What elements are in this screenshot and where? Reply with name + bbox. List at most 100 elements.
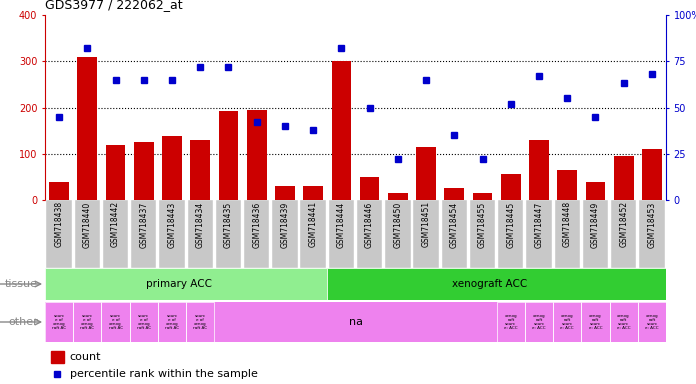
Text: GSM718448: GSM718448 [562, 201, 571, 247]
Text: xenog
raft
sourc
e: ACC: xenog raft sourc e: ACC [504, 314, 518, 331]
Bar [272, 200, 298, 268]
Bar [77, 56, 97, 200]
Bar [445, 189, 464, 200]
Bar [473, 193, 492, 200]
Text: sourc
e of
xenog
raft AC: sourc e of xenog raft AC [165, 314, 179, 331]
Text: na: na [349, 317, 363, 327]
Bar [526, 200, 552, 268]
Text: sourc
e of
xenog
raft AC: sourc e of xenog raft AC [80, 314, 95, 331]
Bar [497, 302, 525, 342]
Bar [327, 268, 666, 300]
Bar [216, 200, 242, 268]
Bar [187, 200, 213, 268]
Text: GSM718452: GSM718452 [619, 201, 628, 247]
Bar [303, 186, 323, 200]
Bar [49, 182, 69, 200]
Text: other: other [8, 317, 38, 327]
Bar [555, 200, 580, 268]
Text: xenog
raft
sourc
e: ACC: xenog raft sourc e: ACC [617, 314, 631, 331]
Text: xenog
raft
sourc
e: ACC: xenog raft sourc e: ACC [645, 314, 658, 331]
Bar [553, 302, 581, 342]
Bar [191, 140, 210, 200]
Text: GDS3977 / 222062_at: GDS3977 / 222062_at [45, 0, 182, 11]
Bar [470, 200, 496, 268]
Text: GSM718438: GSM718438 [54, 201, 63, 247]
Bar [244, 200, 269, 268]
Bar [45, 268, 327, 300]
Text: count: count [70, 352, 102, 362]
Bar [525, 302, 553, 342]
Text: GSM718455: GSM718455 [478, 201, 487, 248]
Text: xenog
raft
sourc
e: ACC: xenog raft sourc e: ACC [560, 314, 574, 331]
Text: GSM718441: GSM718441 [308, 201, 317, 247]
Bar [47, 200, 72, 268]
Bar [103, 200, 128, 268]
Bar [134, 142, 154, 200]
Bar [159, 200, 184, 268]
Text: GSM718435: GSM718435 [224, 201, 233, 248]
Bar [52, 351, 63, 363]
Bar [275, 186, 295, 200]
Text: GSM718445: GSM718445 [506, 201, 515, 248]
Bar [413, 200, 438, 268]
Bar [45, 302, 73, 342]
Bar [498, 200, 523, 268]
Bar [73, 302, 102, 342]
Bar [441, 200, 467, 268]
Text: GSM718437: GSM718437 [139, 201, 148, 248]
Text: GSM718444: GSM718444 [337, 201, 346, 248]
Bar [557, 170, 577, 200]
Text: tissue: tissue [5, 279, 38, 289]
Bar [106, 144, 125, 200]
Bar [360, 177, 379, 200]
Bar [529, 140, 549, 200]
Text: xenograft ACC: xenograft ACC [452, 279, 527, 289]
Bar [186, 302, 214, 342]
Text: GSM718436: GSM718436 [252, 201, 261, 248]
Text: sourc
e of
xenog
raft AC: sourc e of xenog raft AC [109, 314, 122, 331]
Bar [614, 156, 633, 200]
Bar [611, 200, 636, 268]
Bar [357, 200, 382, 268]
Text: percentile rank within the sample: percentile rank within the sample [70, 369, 258, 379]
Bar [416, 147, 436, 200]
Bar [74, 200, 100, 268]
Text: GSM718446: GSM718446 [365, 201, 374, 248]
Bar [638, 302, 666, 342]
Bar [610, 302, 638, 342]
Text: sourc
e of
xenog
raft AC: sourc e of xenog raft AC [52, 314, 66, 331]
Bar [642, 149, 662, 200]
Bar [131, 200, 157, 268]
Bar [162, 136, 182, 200]
Text: GSM718439: GSM718439 [280, 201, 290, 248]
Text: GSM718447: GSM718447 [535, 201, 544, 248]
Text: sourc
e of
xenog
raft AC: sourc e of xenog raft AC [136, 314, 151, 331]
Text: GSM718442: GSM718442 [111, 201, 120, 247]
Bar [247, 110, 267, 200]
Text: xenog
raft
sourc
e: ACC: xenog raft sourc e: ACC [532, 314, 546, 331]
Bar [301, 200, 326, 268]
Text: xenog
raft
sourc
e: ACC: xenog raft sourc e: ACC [589, 314, 602, 331]
Text: GSM718454: GSM718454 [450, 201, 459, 248]
Text: GSM718440: GSM718440 [83, 201, 92, 248]
Bar [385, 200, 411, 268]
Text: GSM718434: GSM718434 [196, 201, 205, 248]
Bar [158, 302, 186, 342]
Text: sourc
e of
xenog
raft AC: sourc e of xenog raft AC [193, 314, 207, 331]
Bar [388, 193, 408, 200]
Text: primary ACC: primary ACC [146, 279, 212, 289]
Bar [329, 200, 354, 268]
Bar [331, 61, 351, 200]
Text: GSM718449: GSM718449 [591, 201, 600, 248]
Bar [501, 174, 521, 200]
Bar [585, 182, 606, 200]
Text: GSM718451: GSM718451 [422, 201, 431, 247]
Bar [581, 302, 610, 342]
Bar [102, 302, 129, 342]
Bar [639, 200, 665, 268]
Bar [219, 111, 238, 200]
Text: GSM718443: GSM718443 [168, 201, 177, 248]
Text: GSM718450: GSM718450 [393, 201, 402, 248]
Text: GSM718453: GSM718453 [647, 201, 656, 248]
Bar [129, 302, 158, 342]
